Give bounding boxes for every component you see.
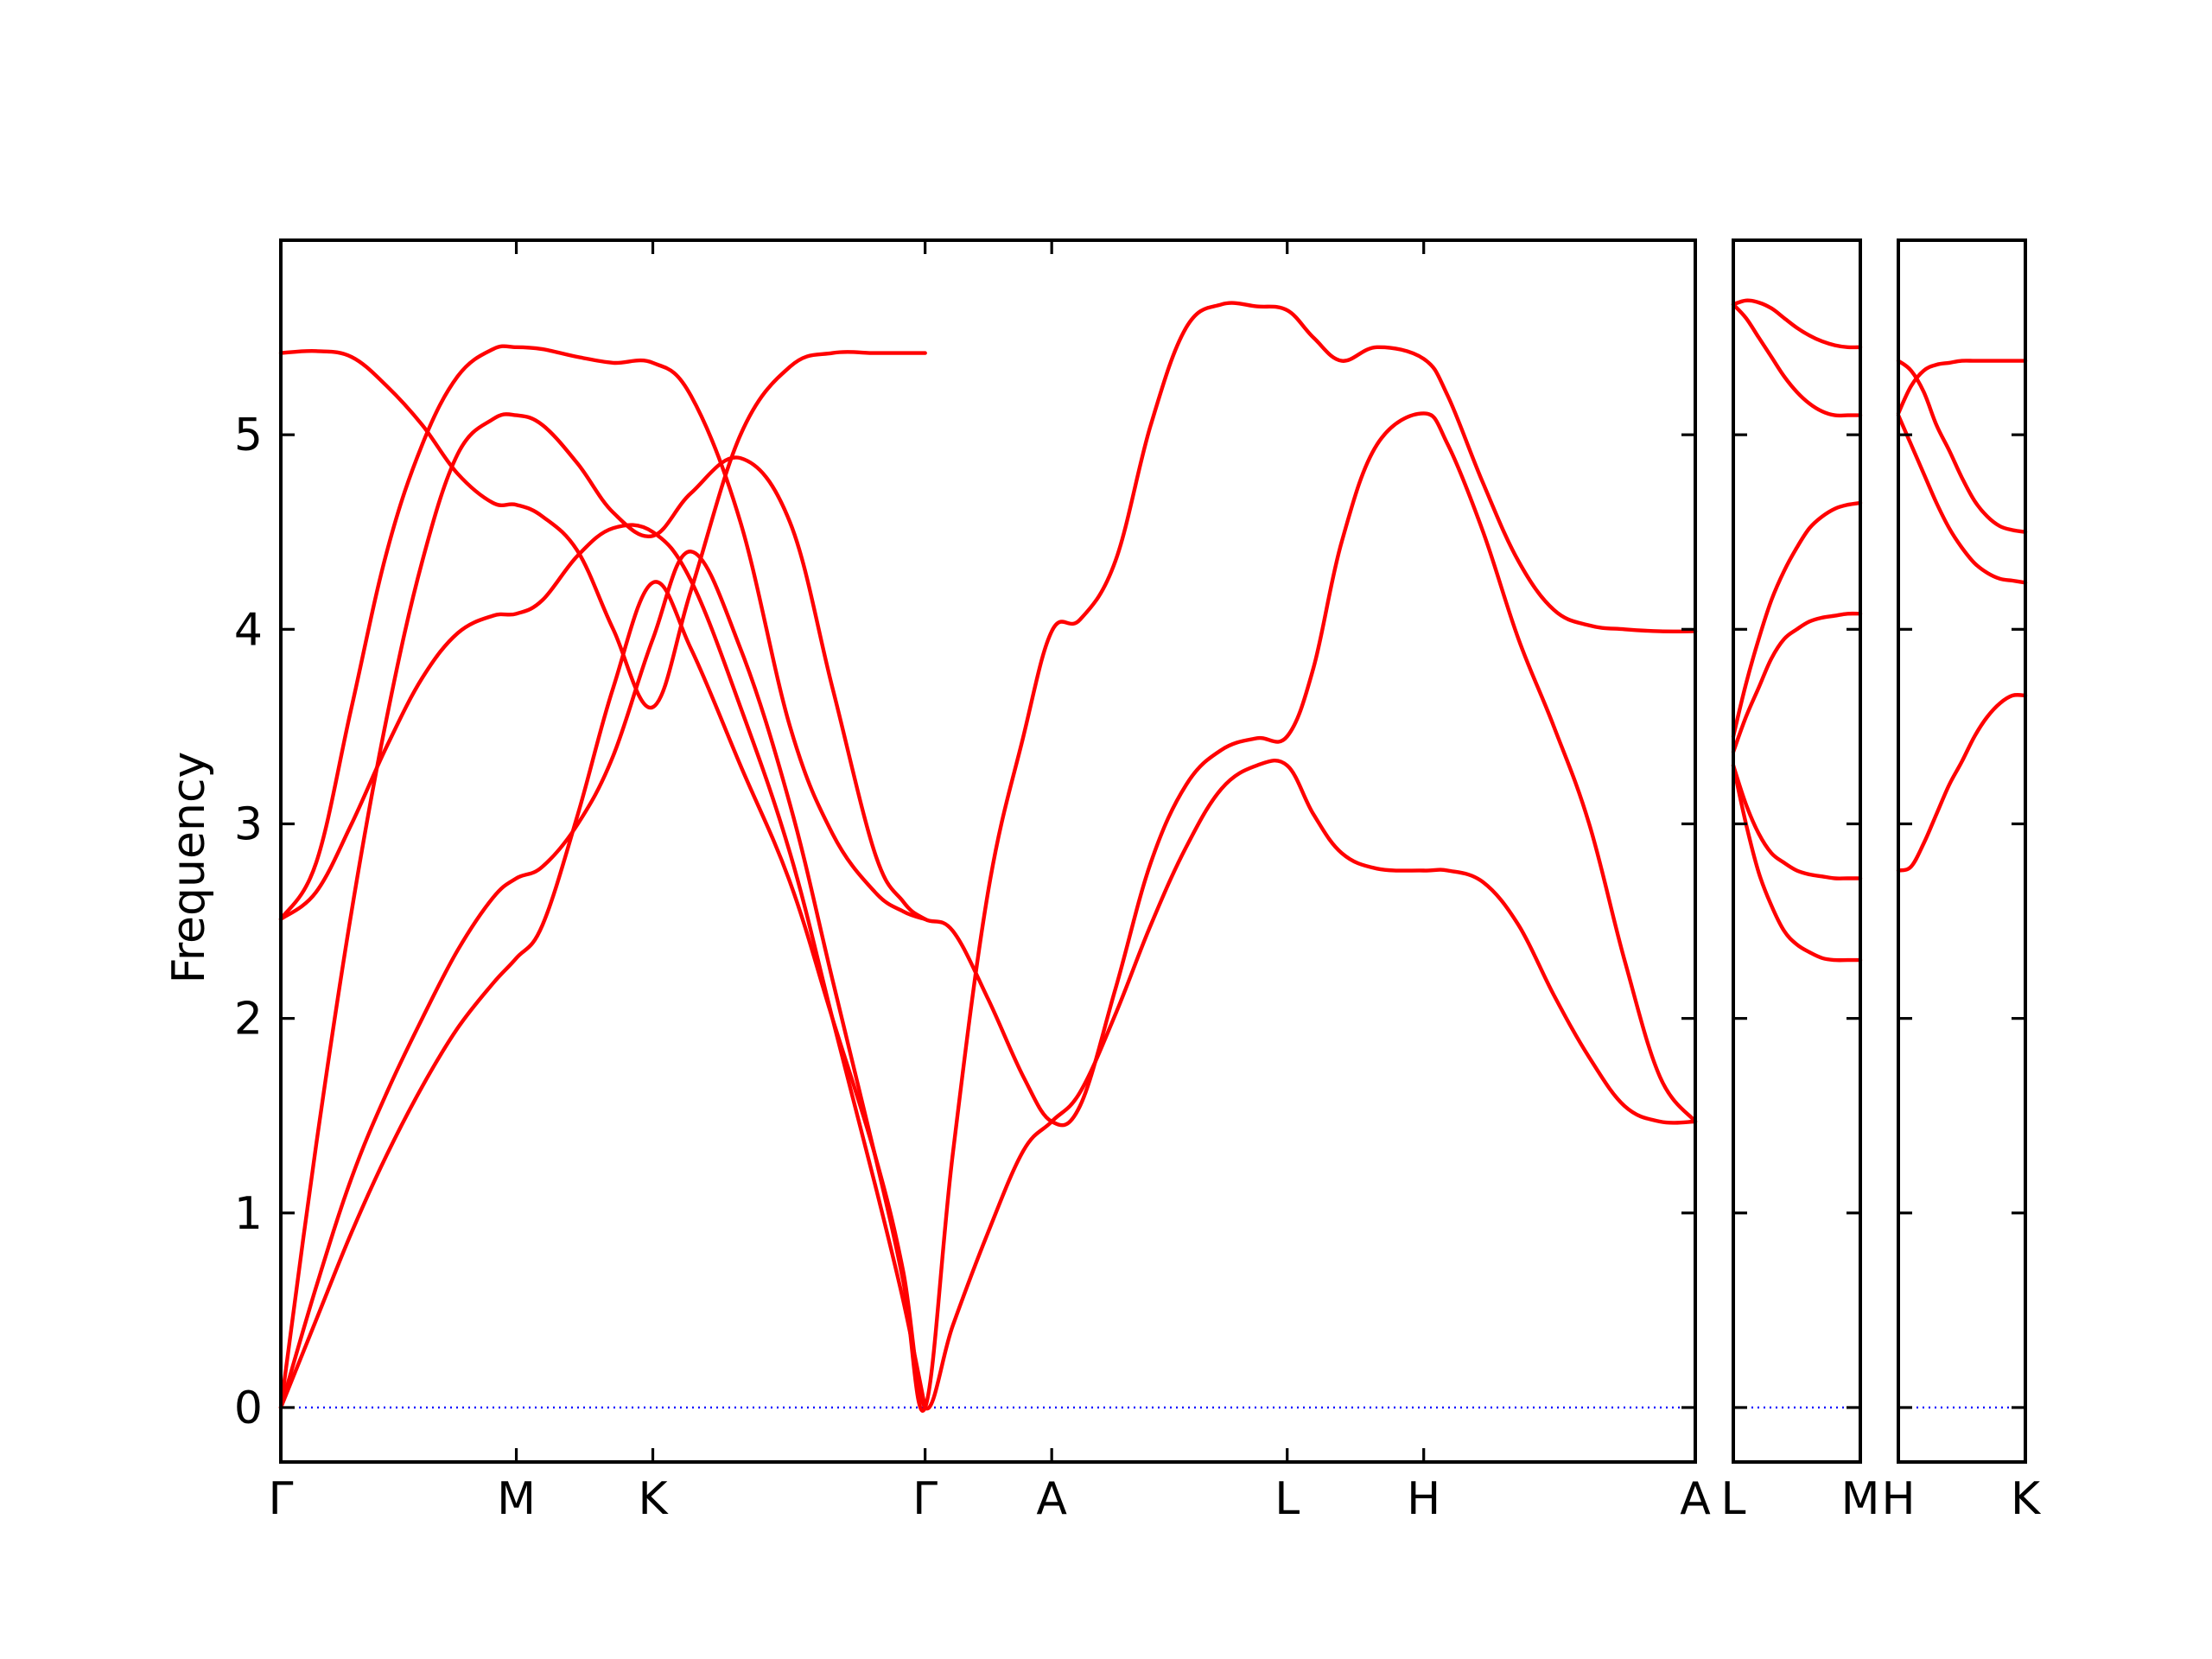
band-line-5: [1731, 302, 1863, 418]
band-line-2: [1731, 763, 1863, 880]
x-tick-label: M: [497, 1473, 536, 1525]
band-line-1: [278, 580, 1698, 1411]
band-line-4: [1731, 500, 1863, 739]
axes-frame: [1732, 238, 1862, 1464]
band-line-1: [1896, 692, 2028, 873]
band-line-2: [1896, 413, 2028, 585]
band-line-6: [278, 348, 927, 710]
x-tick-label: L: [1274, 1473, 1300, 1525]
x-tick-label: A: [1036, 1473, 1067, 1525]
band-line-3: [278, 411, 1698, 1410]
y-axis-label-group: Frequency: [163, 752, 215, 984]
x-tick-label: A: [1680, 1473, 1711, 1525]
x-tick-label: Γ: [912, 1473, 938, 1525]
chart-panel-1: Γ M K Γ A L H A 0 1 2 3 4 5: [234, 238, 1711, 1525]
y-tick-label: 0: [234, 1382, 263, 1434]
y-tick-label: 1: [234, 1188, 263, 1240]
band-line-2: [278, 301, 1698, 1413]
x-tick-label: L: [1721, 1473, 1746, 1525]
axes-frame: [279, 238, 1697, 1464]
x-tick-label: Γ: [269, 1473, 294, 1525]
band-line-4: [1896, 359, 2028, 416]
x-tick-label: K: [638, 1473, 669, 1525]
band-line-5: [278, 344, 927, 921]
x-tick-label: H: [1407, 1473, 1440, 1525]
y-tick-label: 4: [234, 604, 263, 656]
x-tick-label: K: [2011, 1473, 2042, 1525]
band-line-1: [1731, 763, 1863, 963]
y-tick-label: 5: [234, 410, 263, 461]
band-line-4: [278, 523, 927, 1410]
band-line-6: [1731, 298, 1863, 350]
y-tick-label: 2: [234, 994, 263, 1046]
band-line-3: [1731, 611, 1863, 754]
axes-frame: [1897, 238, 2027, 1464]
x-tick-label: H: [1881, 1473, 1915, 1525]
x-tick-label: M: [1841, 1473, 1880, 1525]
y-axis-label: Frequency: [163, 752, 215, 984]
y-tick-label: 3: [234, 798, 263, 850]
band-line-3: [1896, 359, 2028, 534]
